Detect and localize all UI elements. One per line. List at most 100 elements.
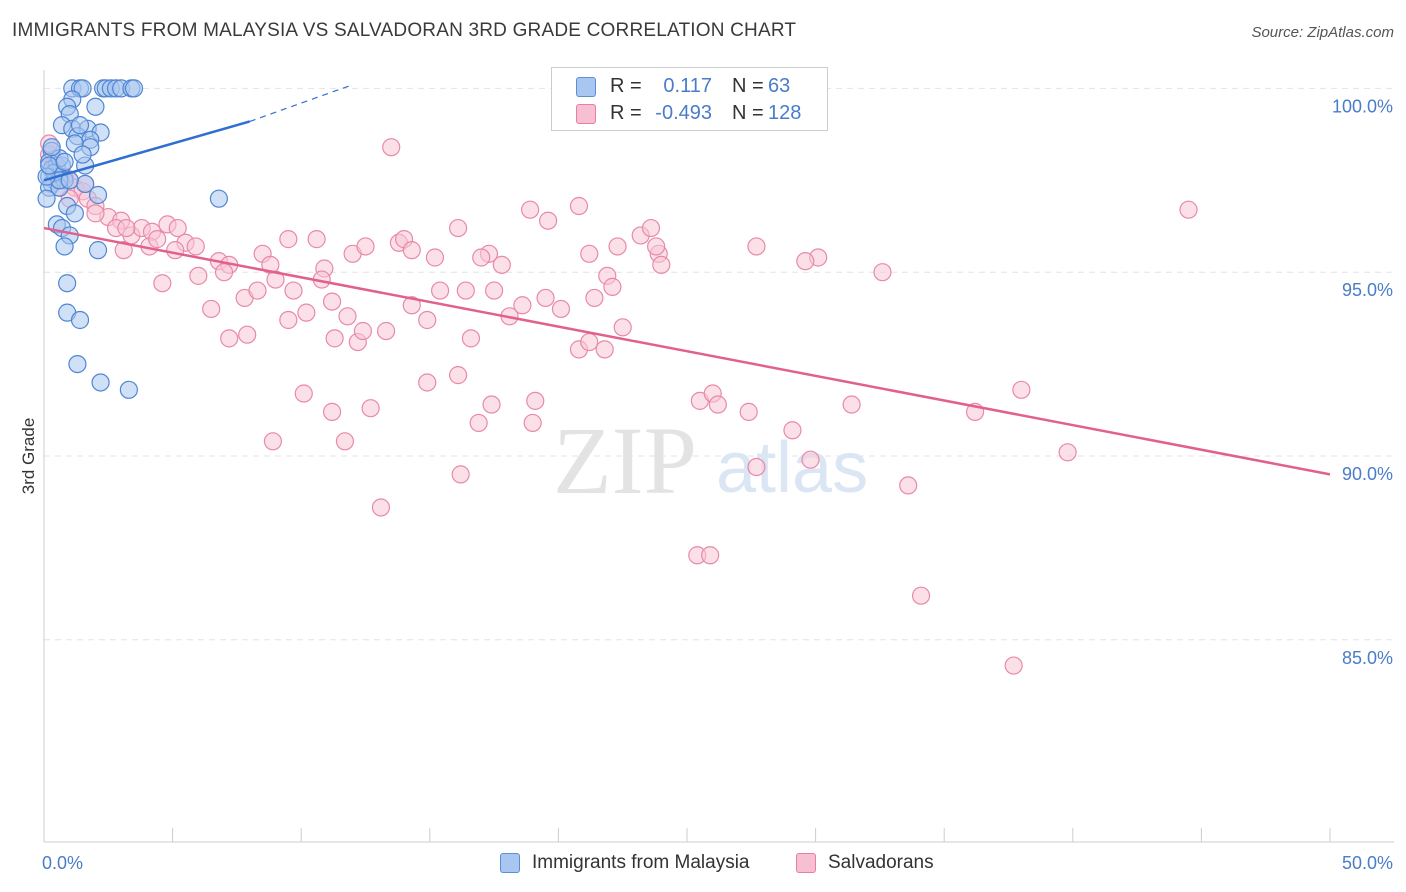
salvadoran-point [307,230,326,249]
salvadoran-point [448,218,468,238]
salvadoran-point [708,395,727,414]
salvadoran-point [461,329,481,348]
y-axis-label: 3rd Grade [19,418,38,495]
malaysia-point [58,274,77,293]
salvadoran-point [189,266,208,285]
malaysia-point [70,310,90,330]
salvadoran-point [418,310,437,330]
malaysia-point [68,354,87,374]
series-swatch-malaysia [500,853,520,873]
salvadoran-point [595,340,614,359]
salvadoran-point [335,432,355,451]
salvadoran-point [485,281,504,300]
salvadoran-point [873,263,892,282]
salvadoran-point [325,329,344,348]
salvadoran-point [238,325,257,344]
salvadoran-point [279,310,298,330]
salvadoran-point [796,252,815,271]
salvadoran-point [117,218,136,238]
salvadoran-trend-line [43,226,1331,476]
salvadoran-point [585,288,604,308]
salvadoran-point [297,303,316,322]
salvadoran-point [214,263,234,282]
salvadoran-point [613,318,632,337]
salvadoran-point [783,421,802,440]
y-tick-label: 85.0% [1342,648,1393,668]
malaysia-point [119,380,138,399]
salvadoran-point [248,281,267,300]
salvadoran-point [580,332,599,352]
salvadoran-point [114,241,133,260]
watermark-atlas: atlas [716,428,868,508]
salvadoran-point [747,237,766,256]
salvadoran-point [469,413,488,433]
x-tick-label: 50.0% [1342,853,1393,873]
malaysia-point [209,189,228,208]
salvadoran-point [186,237,205,256]
salvadoran-point [294,384,313,403]
legend-row-salvadorans: R = -0.493 N = 128 [552,100,827,128]
series-label-salvadorans: Salvadorans [828,852,934,873]
salvadoran-point [551,299,571,319]
salvadoran-point [603,277,622,296]
malaysia-point [88,185,108,205]
salvadoran-point [1179,200,1198,219]
salvadoran-point [353,321,373,341]
salvadoran-point [482,395,501,414]
axis-labels: 100.0% 95.0% 90.0% 85.0% 0.0% 50.0% 3rd Grade [19,96,1393,873]
malaysia-point [91,373,110,392]
malaysia-point [37,189,56,208]
salvadoran-point [322,292,342,311]
legend-r-label: R = [610,102,642,124]
correlation-legend: R = 0.117 N = 63 R = -0.493 N = 128 [551,67,828,131]
malaysia-trend-line [43,120,251,182]
salvadoran-point [418,373,437,392]
watermark-zip: ZIP [553,407,697,514]
salvadoran-point [382,138,401,157]
salvadoran-point [279,230,298,249]
malaysia-point [55,237,74,256]
salvadoran-point [456,281,475,300]
salvadoran-point [701,546,720,565]
salvadoran-point [526,391,545,410]
salvadoran-point [451,465,470,484]
salvadoran-point [371,498,391,517]
salvadoran-point [652,255,671,274]
salvadoran-point [1058,443,1077,462]
legend-swatch-salvadorans [576,104,596,124]
salvadoran-point [153,274,172,293]
legend-r-value: 0.117 [663,75,712,97]
salvadoran-point [747,457,766,477]
malaysia-point [65,204,84,223]
salvadoran-point [1004,656,1023,675]
malaysia-point [40,156,59,175]
salvadoran-point [513,296,532,315]
salvadoran-point [911,586,931,605]
legend-n-label: N = [732,75,764,97]
salvadoran-point [1012,380,1031,399]
salvadoran-point [539,211,558,230]
legend-n-label: N = [732,102,764,124]
malaysia-point [73,145,92,164]
malaysia-point [55,152,74,172]
salvadoran-point [322,402,342,421]
salvadoran-point [202,299,221,319]
y-tick-label: 95.0% [1342,280,1393,300]
salvadoran-point [580,244,599,263]
salvadoran-point [402,296,421,315]
trend-lines [43,84,1331,476]
salvadoran-point [569,196,589,216]
salvadoran-point [608,237,627,256]
x-tick-label: 0.0% [42,853,83,873]
salvadoran-point [338,307,357,326]
salvadoran-point [842,395,861,414]
salvadoran-point [266,270,285,289]
salvadoran-point [448,366,468,385]
legend-row-malaysia: R = 0.117 N = 63 [552,73,827,101]
salvadoran-point [356,237,375,256]
salvadoran-point [430,281,450,300]
salvadoran-point [739,402,758,421]
salvadoran-point [899,476,918,495]
salvadoran-point [472,248,491,267]
